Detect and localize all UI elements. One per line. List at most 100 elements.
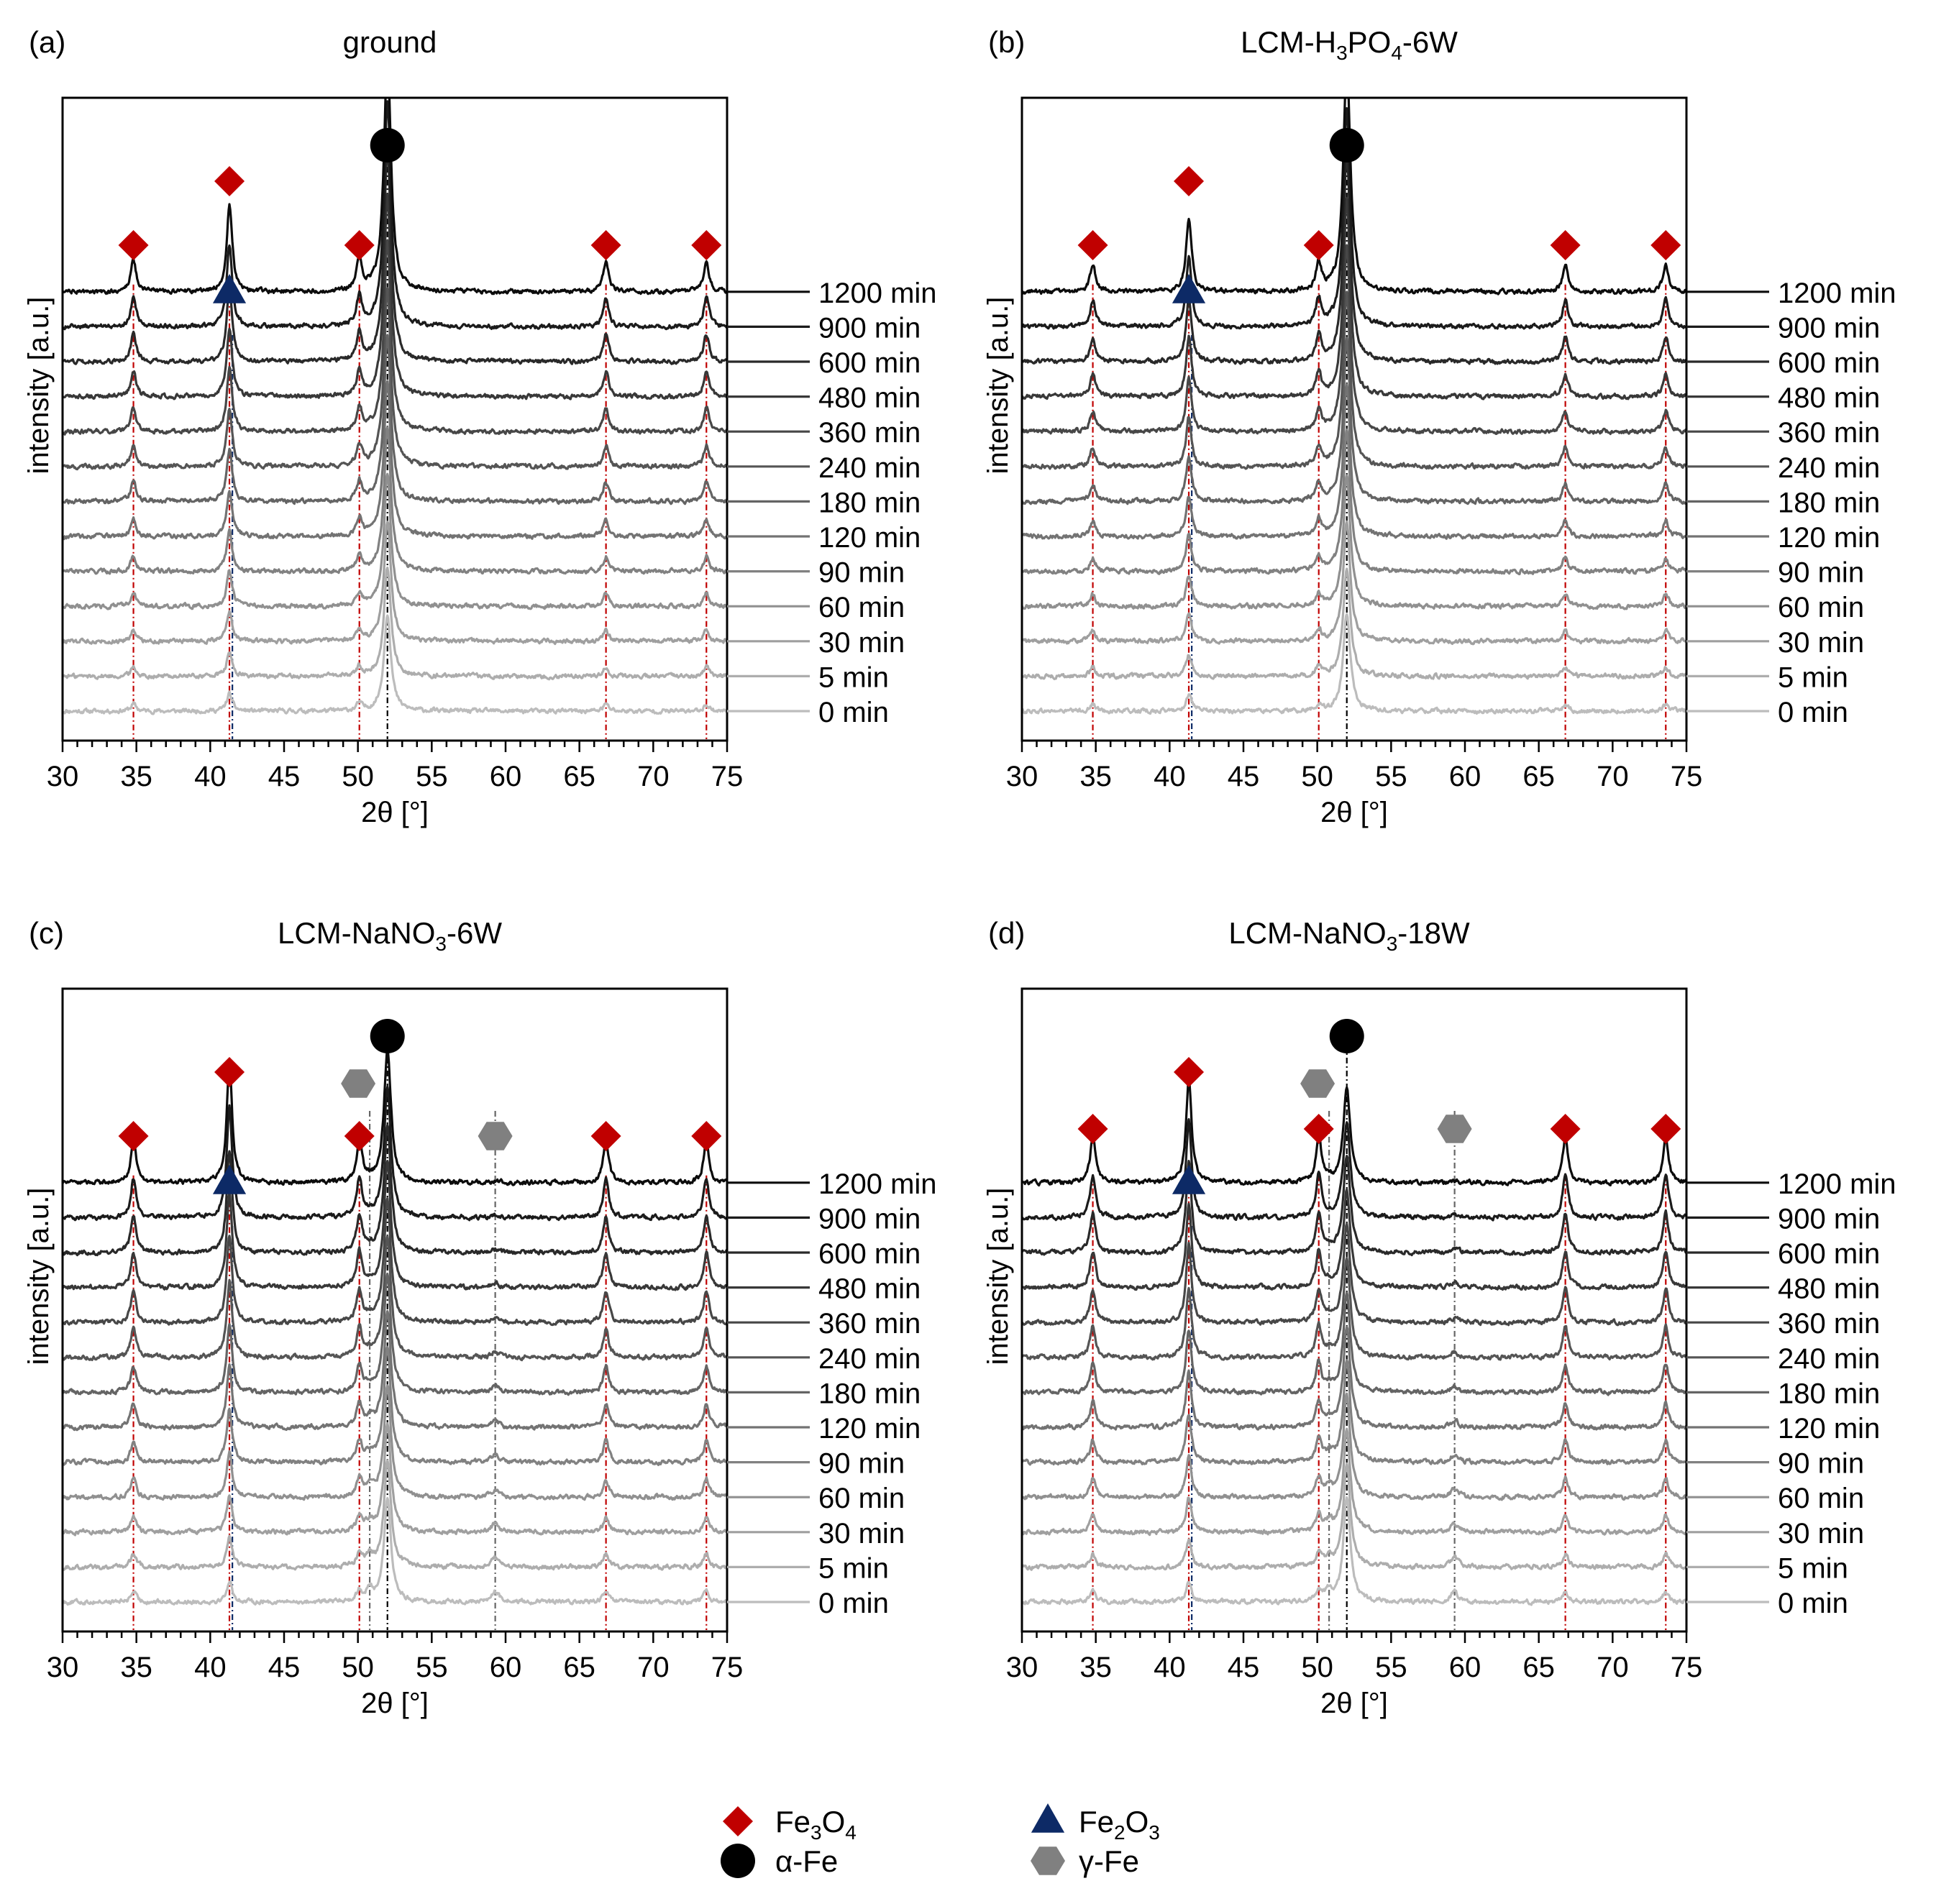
fe3o4-marker <box>344 230 375 260</box>
series-label: 60 min <box>818 1483 905 1514</box>
x-tick-label: 75 <box>1671 761 1703 792</box>
trace-180-min <box>63 334 727 505</box>
x-tick-label: 70 <box>637 1652 670 1683</box>
trace-30-min <box>63 521 727 646</box>
alpha-fe-legend-icon <box>721 1844 755 1878</box>
trace-1200-min <box>1022 1075 1686 1187</box>
panel-label: (d) <box>988 916 1025 950</box>
x-tick-label: 40 <box>194 761 227 792</box>
trace-240-min <box>1022 1256 1686 1361</box>
fe3o4-marker <box>691 230 722 260</box>
trace-180-min <box>1022 337 1686 505</box>
trace-0-min <box>1022 613 1686 715</box>
series-label: 240 min <box>1778 452 1880 484</box>
trace-1200-min <box>1022 98 1686 296</box>
series-label: 1200 min <box>818 1168 937 1200</box>
trace-120-min <box>63 380 727 541</box>
x-tick-label: 40 <box>1154 1652 1186 1683</box>
x-tick-label: 40 <box>1154 761 1186 792</box>
x-tick-label: 65 <box>1522 1652 1555 1683</box>
y-axis-label: intensity [a.u.] <box>23 297 55 475</box>
legend-label: Fe2O3 <box>1079 1805 1160 1844</box>
panel-title: ground <box>343 25 437 59</box>
series-label: 600 min <box>818 347 921 379</box>
trace-240-min <box>1022 290 1686 470</box>
fe3o4-marker <box>118 230 149 260</box>
x-tick-label: 35 <box>120 1652 152 1683</box>
trace-5-min <box>63 566 727 681</box>
fe2o3-marker <box>1172 1165 1206 1194</box>
x-tick-label: 70 <box>1597 761 1629 792</box>
series-label: 900 min <box>1778 312 1880 344</box>
trace-5-min <box>1022 567 1686 680</box>
trace-600-min <box>63 147 727 365</box>
x-tick-label: 55 <box>416 1652 448 1683</box>
series-label: 0 min <box>1778 1588 1848 1619</box>
x-tick-label: 60 <box>490 761 522 792</box>
series-label: 180 min <box>818 1378 921 1409</box>
fe3o4-marker <box>1650 1114 1681 1144</box>
series-label: 5 min <box>818 662 889 693</box>
fe2o3-marker <box>212 1165 247 1194</box>
trace-30-min <box>1022 520 1686 646</box>
trace-90-min <box>1022 429 1686 576</box>
x-tick-label: 50 <box>1301 761 1333 792</box>
trace-360-min <box>63 1197 727 1327</box>
series-label: 180 min <box>1778 1378 1880 1409</box>
trace-600-min <box>63 1124 727 1257</box>
series-label: 30 min <box>818 627 905 659</box>
panel-title: LCM-NaNO3-6W <box>278 916 502 955</box>
x-axis-label: 2θ [°] <box>1320 1688 1388 1719</box>
fe3o4-marker <box>691 1121 722 1151</box>
x-tick-label: 30 <box>47 1652 79 1683</box>
series-label: 90 min <box>1778 557 1864 589</box>
x-tick-label: 45 <box>1228 761 1260 792</box>
series-label: 900 min <box>818 1203 921 1235</box>
plot-frame <box>1020 987 1688 1633</box>
x-tick-label: 50 <box>1301 1652 1333 1683</box>
series-label: 240 min <box>818 1343 921 1375</box>
series-label: 30 min <box>1778 627 1864 659</box>
series-label: 90 min <box>1778 1448 1864 1480</box>
x-tick-label: 45 <box>268 1652 301 1683</box>
series-label: 600 min <box>818 1238 921 1270</box>
trace-900-min <box>63 1086 727 1222</box>
alpha-fe-marker <box>370 128 405 163</box>
trace-900-min <box>63 100 727 331</box>
x-tick-label: 50 <box>342 1652 374 1683</box>
x-tick-label: 55 <box>1375 761 1407 792</box>
gamma-fe-marker <box>341 1069 376 1098</box>
trace-600-min <box>1022 152 1686 365</box>
trace-0-min <box>63 614 727 715</box>
legend-label: γ-Fe <box>1079 1844 1139 1878</box>
series-label: 120 min <box>818 1413 921 1445</box>
series-label: 360 min <box>818 417 921 449</box>
trace-900-min <box>1022 107 1686 330</box>
series-label: 1200 min <box>1778 278 1896 309</box>
x-tick-label: 75 <box>1671 1652 1703 1683</box>
trace-90-min <box>1022 1359 1686 1466</box>
x-tick-label: 60 <box>490 1652 522 1683</box>
series-label: 30 min <box>818 1518 905 1550</box>
trace-180-min <box>1022 1291 1686 1396</box>
fe3o4-marker <box>590 1121 621 1151</box>
x-tick-label: 30 <box>1006 1652 1038 1683</box>
alpha-fe-marker <box>370 1019 405 1053</box>
series-label: 360 min <box>818 1308 921 1340</box>
fe3o4-marker <box>214 1057 245 1087</box>
series-label: 120 min <box>1778 522 1880 554</box>
x-tick-label: 65 <box>1522 761 1555 792</box>
x-tick-label: 55 <box>1375 1652 1407 1683</box>
legend-label: α-Fe <box>775 1844 838 1878</box>
x-tick-label: 35 <box>1079 1652 1112 1683</box>
series-label: 120 min <box>818 522 921 554</box>
alpha-fe-marker <box>1329 128 1364 163</box>
series-label: 30 min <box>1778 1518 1864 1550</box>
gamma-fe-legend-icon <box>1031 1846 1065 1875</box>
trace-90-min <box>63 1345 727 1466</box>
fe3o4-marker <box>118 1121 149 1151</box>
trace-360-min <box>63 239 727 436</box>
x-tick-label: 35 <box>120 761 152 792</box>
